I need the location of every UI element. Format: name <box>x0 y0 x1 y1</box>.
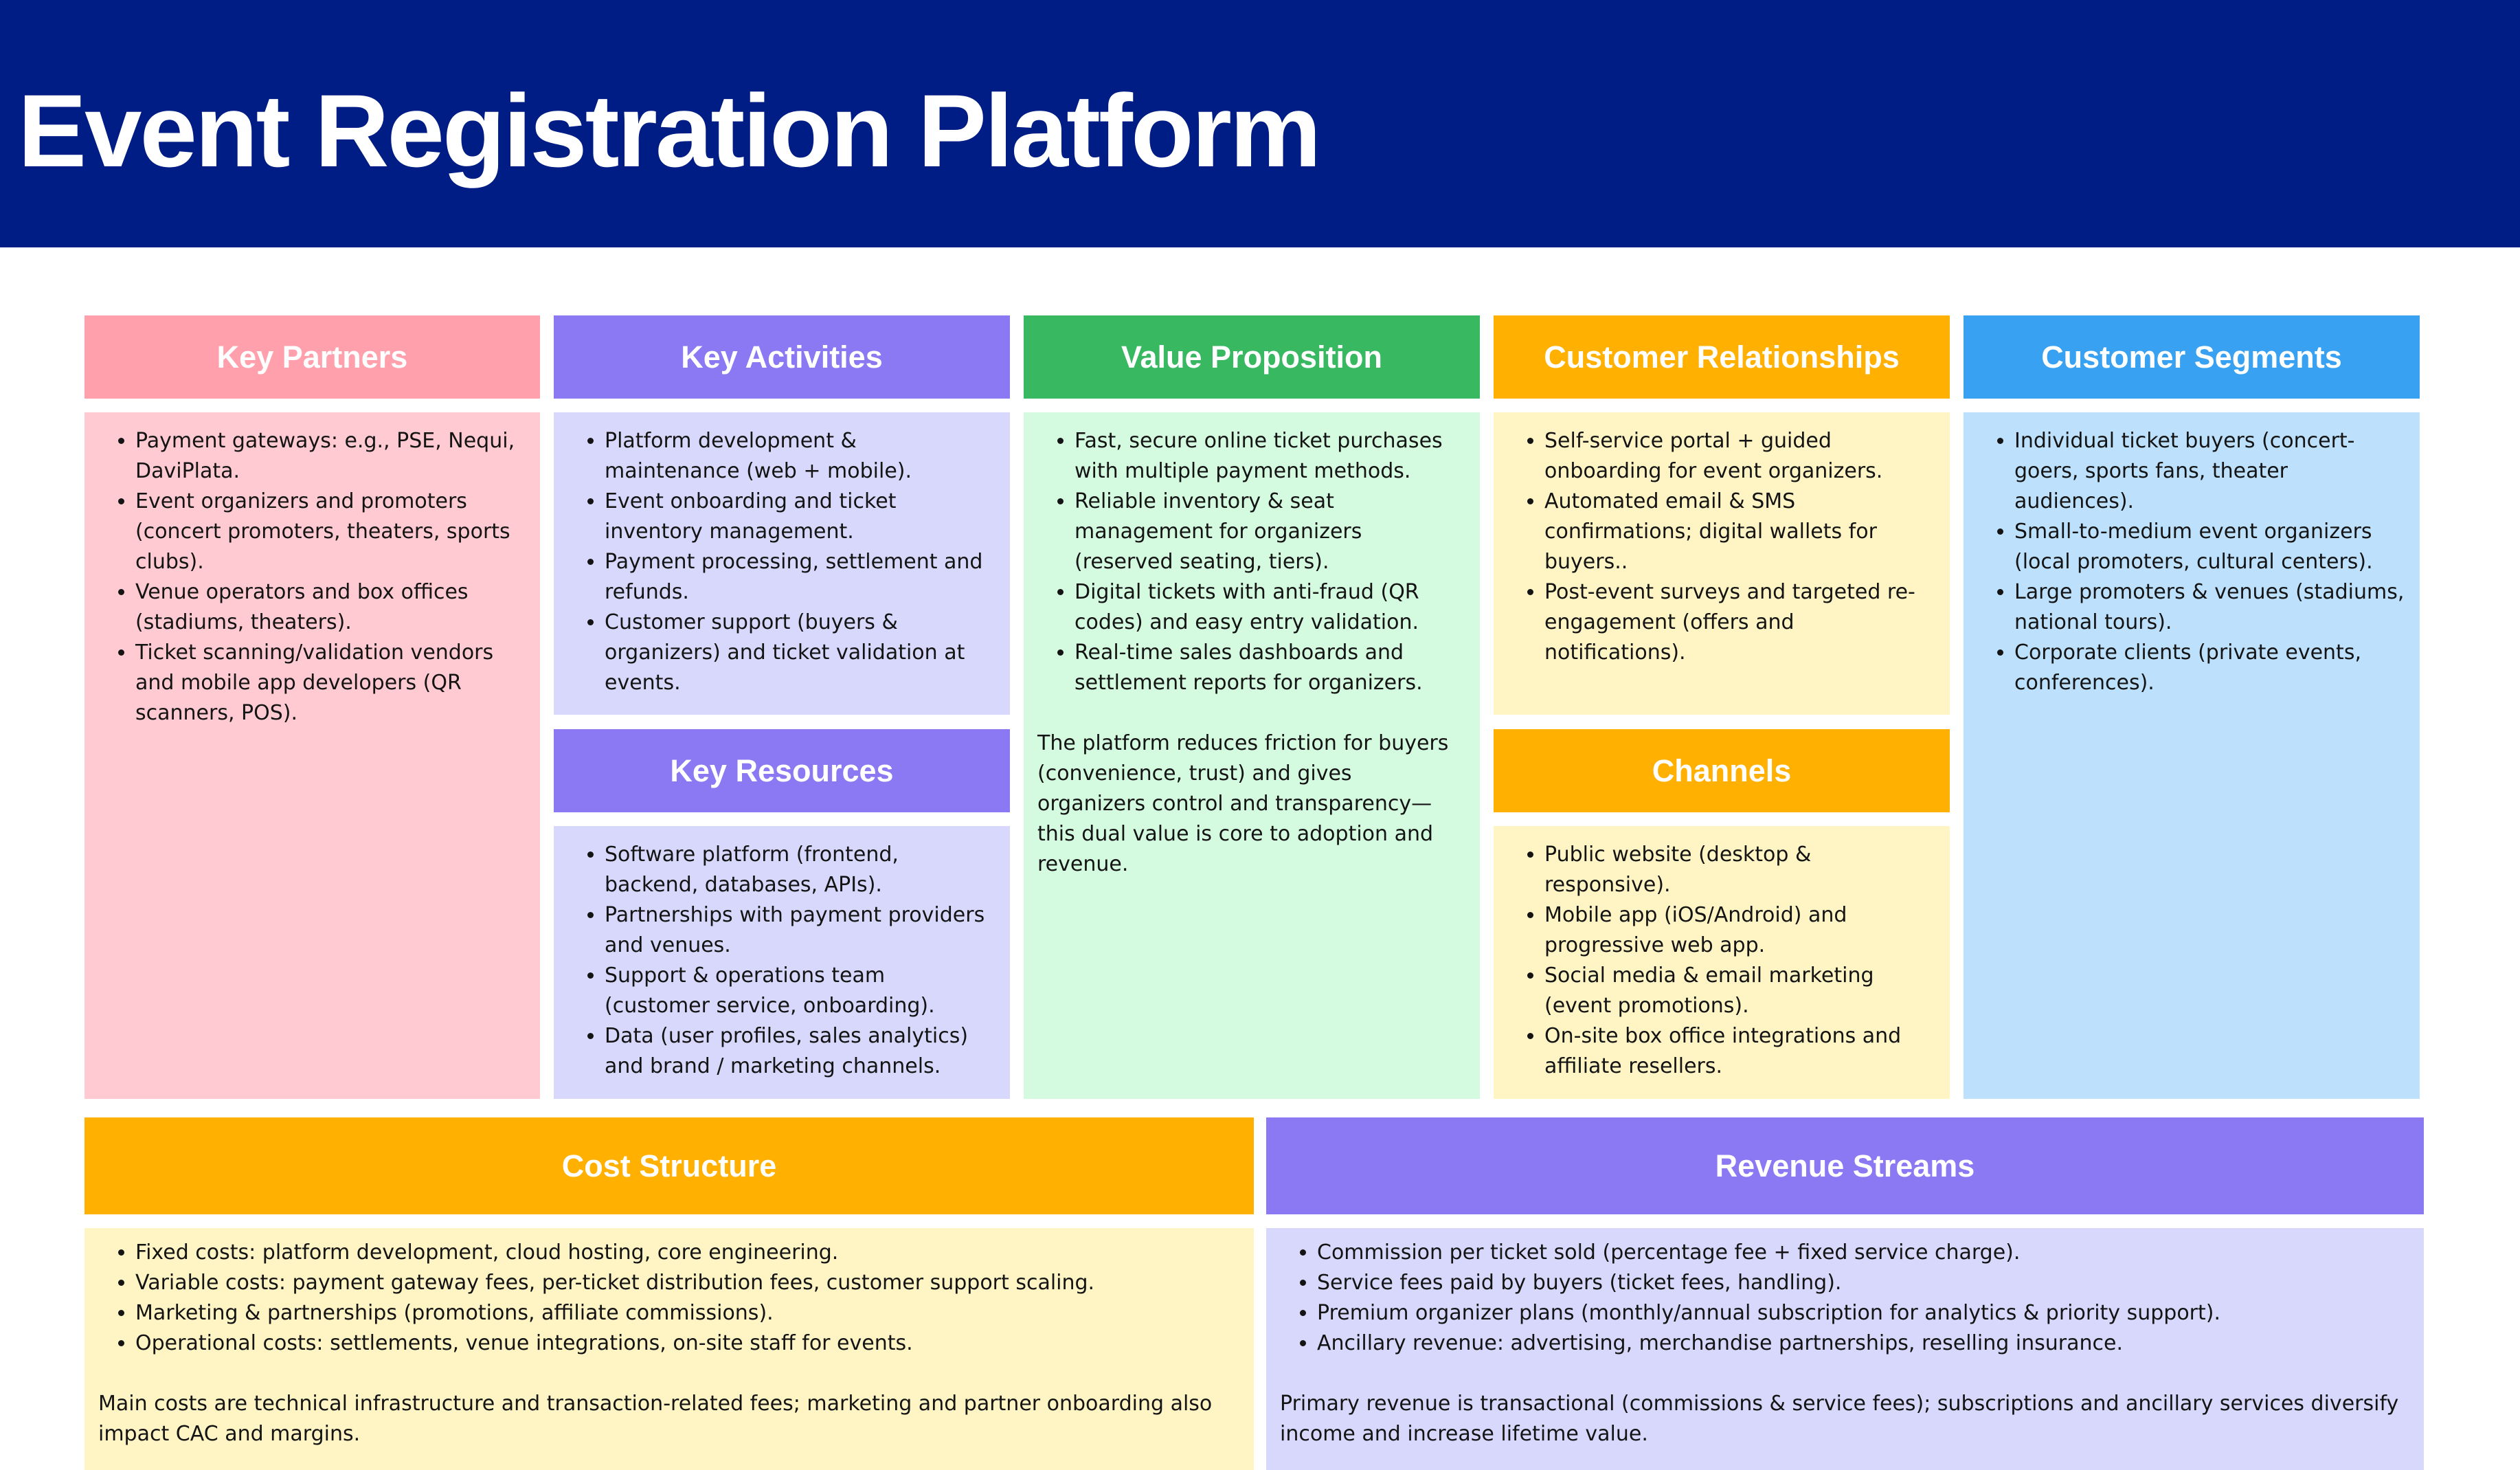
list-item: Software platform (frontend, backend, da… <box>605 840 996 900</box>
list-item: Self-service portal + guided onboarding … <box>1544 426 1936 487</box>
key-resources-body: Software platform (frontend, backend, da… <box>554 826 1010 1099</box>
channels-header: Channels <box>1494 729 1950 812</box>
customer-relationships-body: Self-service portal + guided onboarding … <box>1494 412 1950 715</box>
list-item: Ticket scanning/validation vendors and m… <box>135 638 526 728</box>
list-item: Customer support (buyers & organizers) a… <box>605 608 996 698</box>
value-proposition-header: Value Proposition <box>1024 315 1480 399</box>
list-item: Fixed costs: platform development, cloud… <box>135 1238 1240 1268</box>
list-item: Corporate clients (private events, confe… <box>2014 638 2406 698</box>
list-item: Public website (desktop & responsive). <box>1544 840 1936 900</box>
customer-segments-header: Customer Segments <box>1964 315 2420 399</box>
list-item: Real-time sales dashboards and settlemen… <box>1075 638 1466 698</box>
list-item: Partnerships with payment providers and … <box>605 900 996 961</box>
customer-relationships-list: Self-service portal + guided onboarding … <box>1494 426 1936 668</box>
list-item: Small-to-medium event organizers (local … <box>2014 517 2406 577</box>
list-item: Data (user profiles, sales analytics) an… <box>605 1021 996 1082</box>
list-item: Social media & email marketing (event pr… <box>1544 961 1936 1021</box>
revenue-streams-header: Revenue Streams <box>1266 1117 2424 1214</box>
key-partners-body: Payment gateways: e.g., PSE, Nequi, Davi… <box>85 412 540 1099</box>
list-item: Service fees paid by buyers (ticket fees… <box>1317 1268 2410 1298</box>
key-partners-header: Key Partners <box>85 315 540 399</box>
cost-structure-header: Cost Structure <box>85 1117 1254 1214</box>
customer-relationships-header: Customer Relationships <box>1494 315 1950 399</box>
title-banner: Event Registration Platform <box>0 0 2520 247</box>
revenue-streams-note: Primary revenue is transactional (commis… <box>1280 1392 2399 1446</box>
list-item: Ancillary revenue: advertising, merchand… <box>1317 1328 2410 1359</box>
list-item: Support & operations team (customer serv… <box>605 961 996 1021</box>
value-proposition-list: Fast, secure online ticket purchases wit… <box>1037 426 1466 698</box>
cost-structure-body: Fixed costs: platform development, cloud… <box>85 1228 1254 1470</box>
list-item: Marketing & partnerships (promotions, af… <box>135 1298 1240 1328</box>
list-item: Event onboarding and ticket inventory ma… <box>605 487 996 547</box>
key-resources-list: Software platform (frontend, backend, da… <box>554 840 996 1082</box>
list-item: Venue operators and box offices (stadium… <box>135 577 526 638</box>
list-item: Operational costs: settlements, venue in… <box>135 1328 1240 1359</box>
list-item: Platform development & maintenance (web … <box>605 426 996 487</box>
list-item: Digital tickets with anti-fraud (QR code… <box>1075 577 1466 638</box>
key-activities-body: Platform development & maintenance (web … <box>554 412 1010 715</box>
list-item: Variable costs: payment gateway fees, pe… <box>135 1268 1240 1298</box>
value-proposition-note: The platform reduces friction for buyers… <box>1037 731 1449 876</box>
cost-structure-note: Main costs are technical infrastructure … <box>98 1392 1213 1446</box>
value-proposition-body: Fast, secure online ticket purchases wit… <box>1024 412 1480 1099</box>
list-item: Commission per ticket sold (percentage f… <box>1317 1238 2410 1268</box>
list-item: Payment processing, settlement and refun… <box>605 547 996 608</box>
key-activities-header: Key Activities <box>554 315 1010 399</box>
channels-list: Public website (desktop & responsive). M… <box>1494 840 1936 1082</box>
channels-body: Public website (desktop & responsive). M… <box>1494 826 1950 1099</box>
customer-segments-body: Individual ticket buyers (concert-goers,… <box>1964 412 2420 1099</box>
key-resources-header: Key Resources <box>554 729 1010 812</box>
revenue-streams-body: Commission per ticket sold (percentage f… <box>1266 1228 2424 1470</box>
list-item: Large promoters & venues (stadiums, nati… <box>2014 577 2406 638</box>
key-activities-list: Platform development & maintenance (web … <box>554 426 996 698</box>
list-item: Automated email & SMS confirmations; dig… <box>1544 487 1936 577</box>
list-item: Premium organizer plans (monthly/annual … <box>1317 1298 2410 1328</box>
key-partners-list: Payment gateways: e.g., PSE, Nequi, Davi… <box>85 426 526 728</box>
list-item: Payment gateways: e.g., PSE, Nequi, Davi… <box>135 426 526 487</box>
revenue-streams-list: Commission per ticket sold (percentage f… <box>1280 1238 2410 1359</box>
list-item: Post-event surveys and targeted re-engag… <box>1544 577 1936 668</box>
list-item: Mobile app (iOS/Android) and progressive… <box>1544 900 1936 961</box>
list-item: Fast, secure online ticket purchases wit… <box>1075 426 1466 487</box>
list-item: Individual ticket buyers (concert-goers,… <box>2014 426 2406 517</box>
list-item: Event organizers and promoters (concert … <box>135 487 526 577</box>
cost-structure-list: Fixed costs: platform development, cloud… <box>98 1238 1240 1359</box>
list-item: Reliable inventory & seat management for… <box>1075 487 1466 577</box>
list-item: On-site box office integrations and affi… <box>1544 1021 1936 1082</box>
page-title: Event Registration Platform <box>18 73 1321 188</box>
customer-segments-list: Individual ticket buyers (concert-goers,… <box>1964 426 2406 698</box>
